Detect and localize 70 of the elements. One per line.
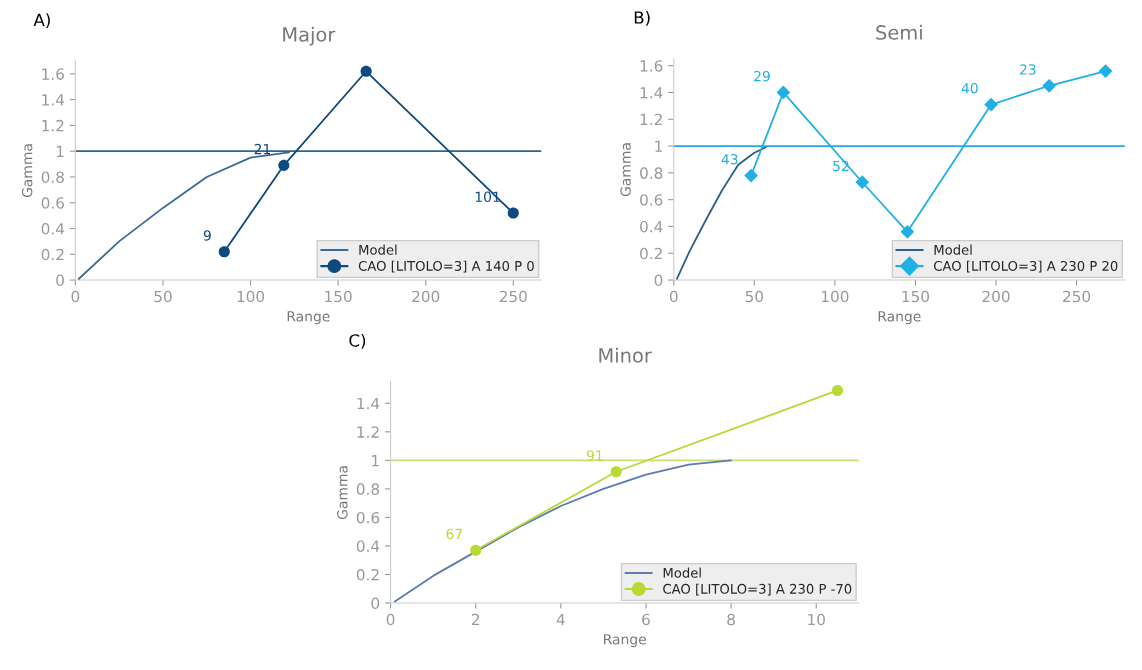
y-tick-label: 0 bbox=[371, 597, 380, 610]
x-tick-label: 0 bbox=[386, 613, 395, 626]
x-tick-label: 100 bbox=[821, 290, 849, 303]
y-tick-label: 0.2 bbox=[640, 247, 662, 260]
annotation: 29 bbox=[754, 70, 770, 82]
x-tick-label: 200 bbox=[982, 290, 1010, 303]
y-tick-label: 1 bbox=[655, 140, 662, 152]
text: B) bbox=[634, 10, 650, 26]
y-tick-label: 1.4 bbox=[42, 94, 65, 106]
x-axis-title: Range bbox=[287, 311, 330, 325]
x-tick-label: 4 bbox=[556, 613, 565, 626]
y-tick-label: 0.8 bbox=[640, 167, 663, 179]
x-tick-label: 2 bbox=[471, 613, 480, 626]
text: C) bbox=[349, 333, 366, 349]
y-tick-label: 1.2 bbox=[357, 426, 379, 438]
annotation: 40 bbox=[961, 82, 978, 94]
y-tick-label: 0.6 bbox=[41, 197, 64, 209]
x-axis-title: Range bbox=[604, 634, 646, 648]
annotation: 91 bbox=[586, 450, 603, 461]
x-tick-label: 6 bbox=[642, 613, 650, 626]
chart-title: Major bbox=[283, 26, 336, 46]
legend-label: CAO [LITOLO=3] A 140 P 0 bbox=[358, 260, 534, 273]
x-axis-title: Range bbox=[878, 311, 921, 325]
y-tick-label: 0 bbox=[56, 274, 64, 287]
y-tick-label: 0.2 bbox=[41, 248, 64, 261]
annotation: 23 bbox=[1020, 64, 1036, 75]
y-tick-label: 1 bbox=[372, 455, 379, 467]
text: A) bbox=[33, 13, 50, 29]
x-tick-label: 50 bbox=[154, 290, 172, 303]
y-tick-label: 0.4 bbox=[356, 540, 380, 552]
y-tick-label: 0.6 bbox=[640, 194, 663, 206]
x-tick-label: 50 bbox=[745, 290, 764, 303]
chart-title: Semi bbox=[876, 24, 922, 40]
annotation: 43 bbox=[721, 154, 738, 165]
y-tick-label: 0.4 bbox=[640, 220, 663, 233]
legend-label: CAO [LITOLO=3] A 230 P -70 bbox=[663, 583, 852, 596]
x-tick-label: 250 bbox=[499, 290, 527, 303]
chart-title: Minor bbox=[599, 347, 652, 363]
annotation: 52 bbox=[833, 160, 849, 172]
y-tick-label: 0 bbox=[654, 274, 663, 287]
y-tick-label: 1.2 bbox=[42, 119, 64, 132]
x-tick-label: 0 bbox=[669, 290, 678, 303]
x-tick-label: 0 bbox=[71, 290, 80, 303]
y-tick-label: 1 bbox=[56, 145, 64, 157]
x-tick-label: 200 bbox=[412, 290, 440, 303]
y-tick-label: 0.8 bbox=[41, 171, 64, 183]
annotation: 9 bbox=[203, 230, 211, 241]
y-tick-label: 0.2 bbox=[356, 568, 379, 581]
x-tick-label: 150 bbox=[902, 290, 929, 303]
y-tick-label: 0.6 bbox=[356, 511, 380, 524]
y-tick-label: 0.8 bbox=[356, 483, 380, 495]
y-axis-title: Gamma bbox=[620, 143, 631, 197]
legend-label: Model bbox=[934, 244, 972, 255]
legend-label: CAO [LITOLO=3] A 230 P 20 bbox=[934, 260, 1118, 273]
y-tick-label: 1.6 bbox=[42, 68, 64, 80]
legend-label: Model bbox=[359, 244, 397, 255]
x-tick-label: 100 bbox=[237, 290, 265, 303]
y-tick-label: 1.4 bbox=[357, 397, 380, 410]
annotation: 67 bbox=[446, 528, 463, 540]
y-axis-title: Gamma bbox=[21, 144, 33, 198]
legend-label: Model bbox=[663, 567, 701, 578]
y-tick-label: 1.4 bbox=[640, 87, 663, 99]
x-tick-label: 8 bbox=[727, 613, 735, 626]
x-tick-label: 150 bbox=[325, 290, 352, 303]
y-tick-label: 1.6 bbox=[640, 60, 663, 72]
y-tick-label: 0.4 bbox=[41, 222, 65, 235]
x-tick-label: 10 bbox=[808, 613, 825, 626]
y-tick-label: 1.2 bbox=[640, 113, 662, 126]
x-tick-label: 250 bbox=[1063, 290, 1091, 303]
y-axis-title: Gamma bbox=[337, 466, 348, 520]
